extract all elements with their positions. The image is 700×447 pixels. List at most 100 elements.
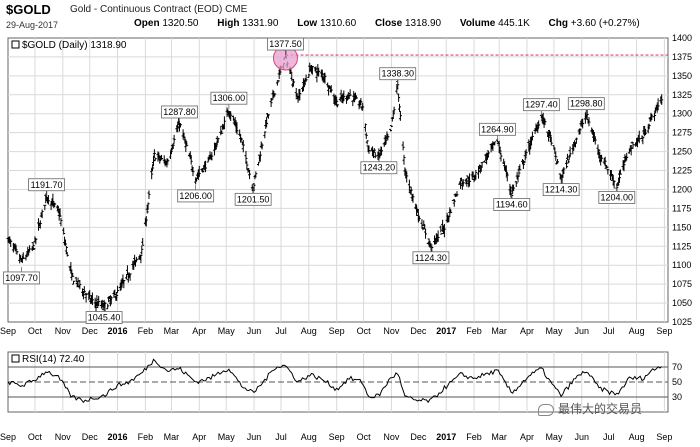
rsi-x-tick-label: May: [545, 432, 563, 442]
open-quote: Open 1320.50: [134, 18, 207, 29]
price-x-tick-label: Nov: [55, 326, 72, 336]
annotation-box: [360, 161, 398, 175]
annotation-box: [598, 191, 636, 204]
annotation-box: [478, 122, 516, 136]
close-value: 1318.90: [404, 18, 442, 29]
annotation-label: 1097.70: [5, 273, 38, 283]
volume-quote: Volume 445.1K: [460, 18, 538, 29]
annotation-box: [234, 192, 272, 206]
annotation-box: [522, 98, 560, 112]
rsi-x-tick-label: Sep: [0, 432, 16, 442]
price-y-tick-label: 1275: [672, 128, 692, 138]
price-x-tick-label: Mar: [164, 326, 180, 336]
contract-name: Gold - Continuous Contract (EOD) CME: [70, 4, 247, 15]
price-x-tick-label: May: [218, 326, 236, 336]
annotation-box: [267, 37, 304, 51]
price-x-tick-label: Mar: [491, 326, 507, 336]
annotation-label: 1191.70: [31, 180, 63, 190]
price-x-tick-label: Oct: [357, 326, 372, 336]
rsi-legend: RSI(14) 72.40: [11, 354, 85, 365]
rsi-legend-swatch-icon: [11, 354, 20, 363]
price-x-tick-label: Feb: [138, 326, 154, 336]
rsi-x-tick-label: 2017: [436, 432, 456, 442]
chg-value: +3.60 (+0.27%): [570, 18, 640, 29]
rsi-legend-text: RSI(14) 72.40: [22, 354, 85, 365]
rsi-x-tick-label: Jul: [275, 432, 287, 442]
rsi-x-tick-label: Oct: [357, 432, 372, 442]
chart-header: $GOLD Gold - Continuous Contract (EOD) C…: [6, 2, 696, 32]
price-x-tick-label: Apr: [192, 326, 206, 336]
rsi-x-tick-label: Jul: [603, 432, 615, 442]
open-value: 1320.50: [162, 18, 199, 29]
price-x-tick-label: Jun: [575, 326, 590, 336]
annotation-label: 1214.30: [545, 185, 578, 195]
high-value: 1331.90: [242, 18, 279, 29]
price-x-tick-label: Nov: [383, 326, 400, 336]
annotation-label: 1298.80: [570, 99, 603, 109]
annotation-label: 1124.30: [415, 253, 447, 263]
price-x-tick-label: 2016: [108, 326, 128, 336]
rsi-x-tick-label: Sep: [656, 432, 672, 442]
rsi-y-tick-label: 50: [672, 377, 682, 387]
price-legend-text: $GOLD (Daily) 1318.90: [22, 40, 127, 51]
price-y-tick-label: 1225: [672, 166, 692, 176]
ticker-symbol: $GOLD: [6, 2, 51, 17]
price-y-tick-label: 1300: [672, 109, 692, 119]
price-x-tick-label: Aug: [629, 326, 645, 336]
annotation-label: 1306.00: [213, 93, 246, 103]
open-label: Open: [134, 18, 160, 29]
annotation-box: [493, 198, 531, 211]
price-y-tick-label: 1200: [672, 184, 692, 194]
rsi-x-tick-label: Mar: [164, 432, 180, 442]
price-x-tick-label: Dec: [410, 326, 427, 336]
rsi-x-tick-label: Jun: [247, 432, 262, 442]
legend-swatch-icon: [11, 40, 20, 49]
chat-bubble-icon: [538, 403, 554, 416]
annotation-label: 1206.00: [179, 191, 212, 201]
annotation-label: 1264.90: [481, 124, 514, 134]
annotation-box: [542, 183, 580, 197]
price-y-tick-label: 1050: [672, 298, 692, 308]
price-x-tick-label: Jul: [275, 326, 287, 336]
price-y-tick-label: 1150: [672, 222, 691, 232]
exchange-name: CME: [225, 4, 248, 15]
annotation-label: 1194.60: [496, 200, 528, 210]
low-quote: Low 1310.60: [297, 18, 364, 29]
price-x-tick-label: 2017: [436, 326, 456, 336]
annotation-label: 1201.50: [237, 194, 270, 204]
rsi-y-tick-label: 70: [672, 362, 682, 372]
high-label: High: [217, 18, 240, 29]
price-y-tick-label: 1125: [672, 241, 691, 251]
quote-date: 29-Aug-2017: [6, 20, 59, 30]
price-x-tick-label: Sep: [329, 326, 345, 336]
rsi-x-tick-label: Apr: [520, 432, 534, 442]
rsi-x-tick-label: Nov: [55, 432, 72, 442]
rsi-x-tick-label: Feb: [466, 432, 482, 442]
price-y-tick-label: 1325: [672, 90, 692, 100]
annotation-box: [28, 178, 66, 192]
price-x-tick-label: Feb: [466, 326, 482, 336]
annotation-box: [85, 311, 123, 324]
watermark-text: 最伟大的交易员: [558, 402, 643, 416]
annotation-label: 1297.40: [525, 100, 558, 110]
price-legend: $GOLD (Daily) 1318.90: [11, 40, 127, 51]
rsi-x-tick-label: Sep: [329, 432, 345, 442]
annotation-box: [3, 271, 40, 285]
price-y-tick-label: 1400: [672, 33, 692, 43]
price-x-tick-label: Jun: [247, 326, 262, 336]
price-x-tick-label: Apr: [520, 326, 534, 336]
price-x-tick-label: Aug: [301, 326, 317, 336]
contract-title: Gold - Continuous Contract (EOD): [70, 4, 223, 15]
price-panel-frame: [7, 37, 669, 323]
price-x-tick-label: Jul: [603, 326, 615, 336]
quote-summary: Open 1320.50 High 1331.90 Low 1310.60 Cl…: [134, 18, 656, 29]
annotation-box: [177, 189, 215, 203]
price-x-tick-label: Sep: [0, 326, 16, 336]
rsi-x-tick-label: Aug: [629, 432, 645, 442]
annotation-box: [412, 251, 450, 265]
rsi-x-tick-label: Dec: [410, 432, 427, 442]
rsi-x-tick-label: Mar: [491, 432, 507, 442]
annotation-label: 1287.80: [163, 107, 196, 117]
low-value: 1310.60: [320, 18, 357, 29]
